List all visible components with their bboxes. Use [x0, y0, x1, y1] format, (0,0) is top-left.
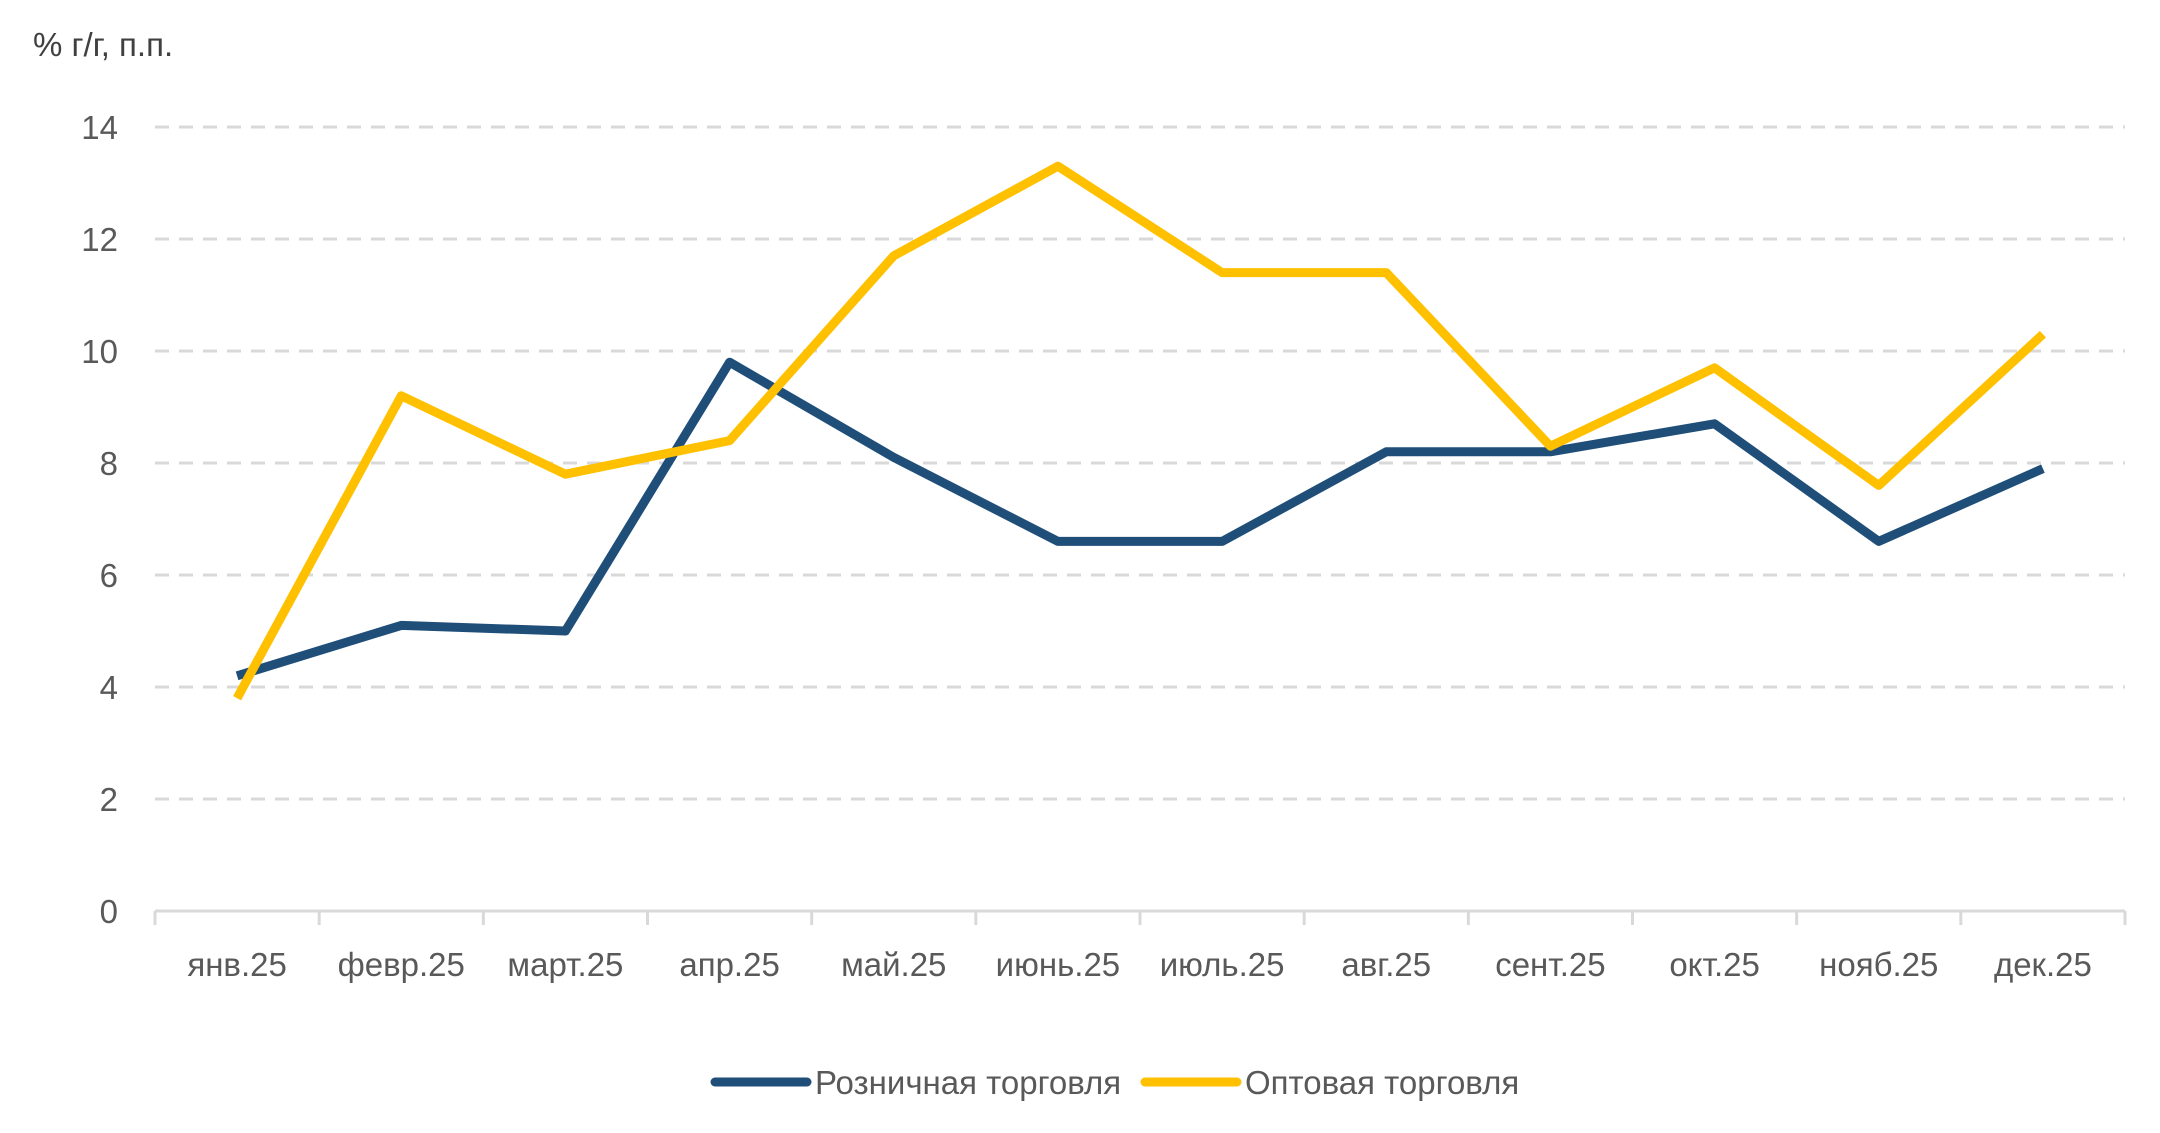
x-tick-label: сент.25	[1495, 946, 1605, 983]
series-line-2	[233, 161, 2046, 701]
x-tick-label: май.25	[841, 946, 946, 983]
y-tick-label: 14	[81, 109, 118, 146]
y-axis-label: % г/г, п.п.	[33, 26, 173, 63]
y-tick-label: 6	[100, 557, 118, 594]
x-tick-label: авг.25	[1341, 946, 1431, 983]
x-tick-label: окт.25	[1669, 946, 1760, 983]
x-tick-label: март.25	[507, 946, 623, 983]
y-tick-label: 4	[100, 669, 118, 706]
x-tick-label: февр.25	[338, 946, 465, 983]
legend-label-2: Оптовая торговля	[1245, 1064, 1519, 1101]
x-tick-label: апр.25	[679, 946, 779, 983]
y-axis-ticks: 0 2 4 6 8 10 12 14	[81, 109, 118, 930]
x-tick-label: дек.25	[1994, 946, 2092, 983]
y-tick-label: 2	[100, 781, 118, 818]
x-tick-label: янв.25	[187, 946, 287, 983]
y-tick-label: 10	[81, 333, 118, 370]
legend-label-1: Розничная торговля	[815, 1064, 1121, 1101]
y-tick-label: 0	[100, 893, 118, 930]
x-tick-label: нояб.25	[1819, 946, 1938, 983]
series-lines	[233, 161, 2046, 701]
y-tick-label: 8	[100, 445, 118, 482]
x-axis: янв.25 февр.25 март.25 апр.25 май.25 июнь.25 и…	[153, 909, 2127, 983]
y-tick-label: 12	[81, 221, 118, 258]
x-tick-label: июль.25	[1160, 946, 1285, 983]
x-tick-label: июнь.25	[996, 946, 1120, 983]
series-line-1	[235, 357, 2045, 681]
legend: Розничная торговля Оптовая торговля	[710, 1064, 1519, 1101]
gridlines	[155, 125, 2125, 801]
